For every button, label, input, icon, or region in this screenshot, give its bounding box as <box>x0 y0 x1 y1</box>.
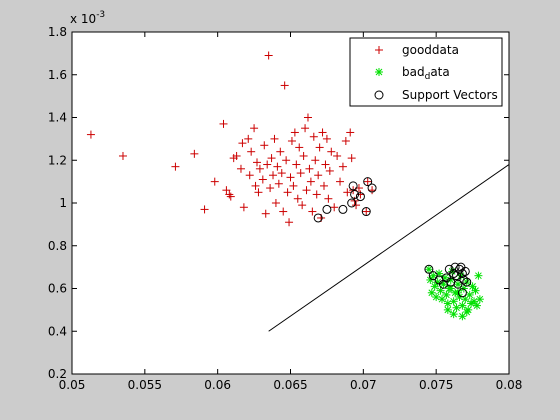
legend-marker-baddata <box>375 68 383 76</box>
x-tick-labels: 0.05 0.055 0.06 0.065 0.07 0.075 0.08 <box>59 378 523 392</box>
x-tick-label-2: 0.06 <box>204 378 231 392</box>
x-tick-label-6: 0.08 <box>496 378 523 392</box>
y-tick-label-2: 0.6 <box>48 282 67 296</box>
x-tick-label-3: 0.065 <box>273 378 307 392</box>
y-tick-label-7: 1.6 <box>48 68 67 82</box>
bad-point-5 <box>432 293 440 301</box>
bad-point-39 <box>463 308 471 316</box>
legend-label-support-vectors: Support Vectors <box>402 88 498 102</box>
bad-point-34 <box>474 272 482 280</box>
x-tick-label-1: 0.055 <box>128 378 162 392</box>
bad-point-38 <box>444 306 452 314</box>
legend-star-marker <box>375 68 383 76</box>
y-tick-label-0: 0.2 <box>48 367 67 381</box>
y-tick-label-6: 1.4 <box>48 111 67 125</box>
x-tick-label-5: 0.075 <box>419 378 453 392</box>
legend-label-gooddata: gooddata <box>402 43 459 57</box>
bad-point-32 <box>471 287 479 295</box>
y-exponent-power: -3 <box>96 10 105 20</box>
bad-point-28 <box>466 291 474 299</box>
legend: gooddata baddata Support Vectors <box>350 38 502 106</box>
bad-point-36 <box>450 310 458 318</box>
x-tick-label-4: 0.07 <box>350 378 377 392</box>
y-tick-label-4: 1 <box>59 196 67 210</box>
y-tick-label-3: 0.8 <box>48 239 67 253</box>
y-tick-label-8: 1.8 <box>48 25 67 39</box>
y-tick-label-5: 1.2 <box>48 153 67 167</box>
bad-point-35 <box>476 295 484 303</box>
y-tick-label-1: 0.4 <box>48 324 67 338</box>
